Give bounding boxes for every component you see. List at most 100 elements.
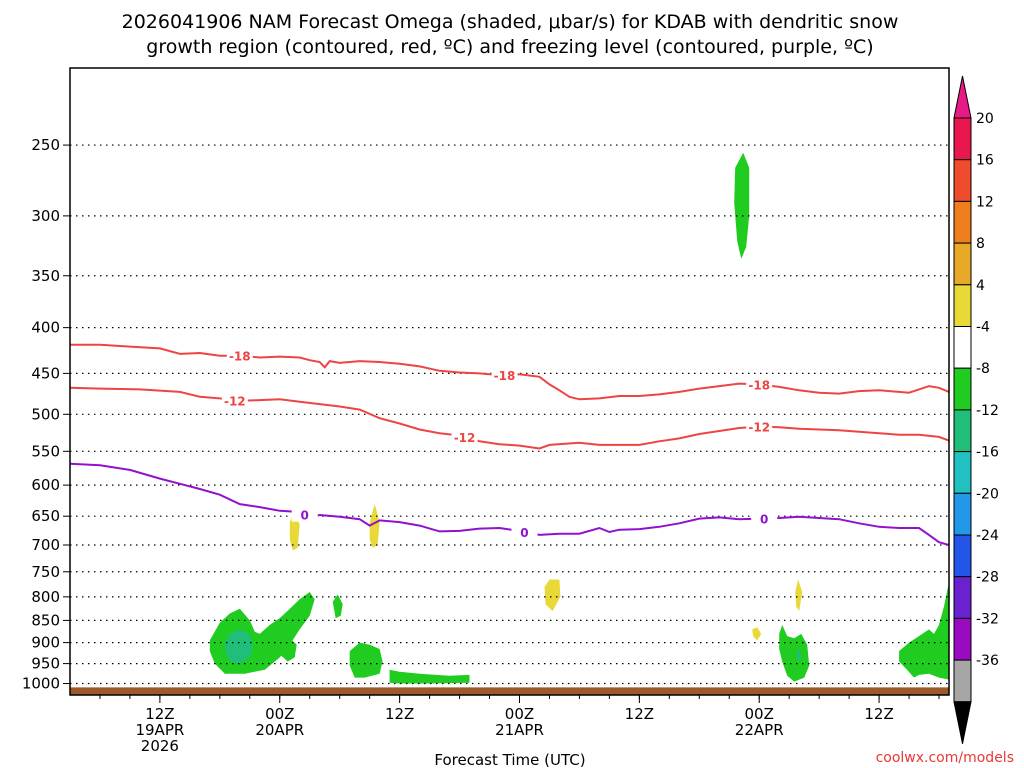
chart-title-line-2: growth region (contoured, red, ºC) and f… bbox=[146, 36, 873, 58]
colorbar-bin bbox=[953, 617, 972, 661]
y-tick-label: 900 bbox=[31, 634, 60, 652]
x-tick-label: 12Z bbox=[864, 705, 893, 723]
y-tick-label: 500 bbox=[31, 405, 60, 423]
omega-region-4 bbox=[369, 504, 380, 548]
colorbar-tick-label: -24 bbox=[976, 528, 999, 544]
contour-line--12 bbox=[70, 386, 949, 450]
omega-region--8 bbox=[899, 582, 949, 680]
contour-label--18: -18 bbox=[748, 378, 770, 392]
omega-region--8 bbox=[389, 669, 470, 684]
omega-region--8 bbox=[279, 638, 297, 662]
x-tick-label: 12Z bbox=[145, 705, 174, 723]
omega-region--8 bbox=[332, 594, 343, 619]
contour-label-bg bbox=[226, 347, 253, 363]
colorbar-bottom-arrow bbox=[953, 701, 972, 744]
terrain-band bbox=[70, 687, 949, 695]
colorbar-tick-label: -36 bbox=[976, 653, 999, 669]
x-tick-label: 12Z bbox=[625, 705, 654, 723]
plot-frame bbox=[69, 67, 950, 696]
colorbar-bin bbox=[953, 492, 972, 536]
x-axis-label: Forecast Time (UTC) bbox=[434, 751, 585, 768]
x-tick-label: 00Z bbox=[265, 705, 294, 723]
contour-label--18: -18 bbox=[229, 350, 251, 364]
omega-shading bbox=[209, 152, 949, 684]
x-tick-label: 00Z bbox=[505, 705, 534, 723]
y-tick-label: 550 bbox=[31, 442, 60, 460]
contour-label--12: -12 bbox=[224, 394, 246, 408]
contour-label--12: -12 bbox=[748, 421, 770, 435]
x-tick-label: 2026 bbox=[141, 737, 179, 755]
contour-label-0: 0 bbox=[301, 509, 309, 523]
y-tick-label: 350 bbox=[31, 267, 60, 285]
colorbar-bin bbox=[953, 159, 972, 202]
contour-label-0: 0 bbox=[520, 526, 528, 540]
colorbar-bin bbox=[953, 451, 972, 494]
pressure-gridlines bbox=[70, 144, 949, 685]
y-tick-label: 950 bbox=[31, 655, 60, 673]
temperature-contours: -18 -18 -18 -12 -12 -12 0 0 0 bbox=[70, 343, 949, 546]
y-tick-label: 450 bbox=[31, 364, 60, 382]
contour-label-bg bbox=[511, 523, 538, 539]
credit-text: coolwx.com/models bbox=[876, 750, 1014, 766]
x-tick-label: 20APR bbox=[255, 721, 304, 739]
y-tick-label: 700 bbox=[31, 536, 60, 554]
omega-region--8 bbox=[209, 592, 315, 674]
colorbar-bin bbox=[953, 242, 972, 286]
colorbar-tick-label: -4 bbox=[976, 320, 990, 336]
omega-region--12 bbox=[224, 629, 253, 664]
colorbar-tick-label: -8 bbox=[976, 361, 990, 377]
omega-region--8 bbox=[779, 624, 810, 682]
colorbar-tick-label: -20 bbox=[976, 486, 999, 502]
colorbar-tick-label: 12 bbox=[976, 194, 994, 210]
colorbar-bin bbox=[953, 117, 972, 161]
chart-title-line-1: 2026041906 NAM Forecast Omega (shaded, μ… bbox=[122, 11, 899, 33]
contour-label--12: -12 bbox=[454, 431, 476, 445]
contour-label-bg bbox=[291, 506, 318, 522]
contour-label-0: 0 bbox=[760, 512, 768, 526]
contour-label-bg bbox=[451, 428, 478, 444]
colorbar-tick-label: -28 bbox=[976, 570, 999, 586]
omega-region-4 bbox=[752, 627, 762, 641]
y-tick-label: 600 bbox=[31, 476, 60, 494]
colorbar-bin bbox=[953, 659, 972, 703]
contour-line-0 bbox=[70, 462, 949, 546]
colorbar-tick-label: -16 bbox=[976, 445, 999, 461]
omega-region-4 bbox=[544, 579, 561, 612]
colorbar-top-arrow bbox=[953, 75, 972, 119]
x-tick-label: 19APR bbox=[135, 721, 184, 739]
colorbar-bin bbox=[953, 534, 972, 578]
y-tick-label: 850 bbox=[31, 611, 60, 629]
colorbar-tick-label: -32 bbox=[976, 611, 999, 627]
contour-label-bg bbox=[491, 366, 518, 382]
colorbar-bin bbox=[953, 367, 972, 411]
colorbar-tick-label: 16 bbox=[976, 153, 994, 169]
colorbar-bin bbox=[953, 200, 972, 244]
colorbar-tick-label: 8 bbox=[976, 236, 985, 252]
y-tick-label: 750 bbox=[31, 563, 60, 581]
y-tick-label: 300 bbox=[31, 207, 60, 225]
y-tick-label: 800 bbox=[31, 588, 60, 606]
omega-region-4 bbox=[795, 579, 803, 612]
omega-colorbar: 20 16 12 8 4 -4 -8 -12 -16 -20 -24 -28 -32 -36 bbox=[953, 75, 999, 744]
contour-label--18: -18 bbox=[494, 369, 516, 383]
x-tick-label: 21APR bbox=[495, 721, 544, 739]
contour-label-bg bbox=[746, 376, 773, 392]
pressure-axis: 250 300 350 400 450 500 550 600 650 700 750 800 850 9… bbox=[22, 136, 70, 693]
colorbar-bin bbox=[953, 284, 972, 327]
colorbar-bin bbox=[953, 576, 972, 619]
y-tick-label: 1000 bbox=[22, 675, 60, 693]
colorbar-bin bbox=[953, 326, 972, 369]
y-tick-label: 250 bbox=[31, 136, 60, 154]
y-tick-label: 400 bbox=[31, 319, 60, 337]
omega-region--12 bbox=[796, 649, 802, 662]
contour-label-bg bbox=[746, 418, 773, 434]
colorbar-tick-label: -12 bbox=[976, 403, 999, 419]
colorbar-bin bbox=[953, 409, 972, 453]
contour-label-bg bbox=[221, 392, 248, 408]
colorbar-tick-label: 4 bbox=[976, 278, 985, 294]
x-tick-label: 12Z bbox=[385, 705, 414, 723]
terrain-fill bbox=[70, 687, 949, 695]
contour-line--18 bbox=[70, 343, 949, 401]
contour-label-bg bbox=[751, 510, 778, 526]
